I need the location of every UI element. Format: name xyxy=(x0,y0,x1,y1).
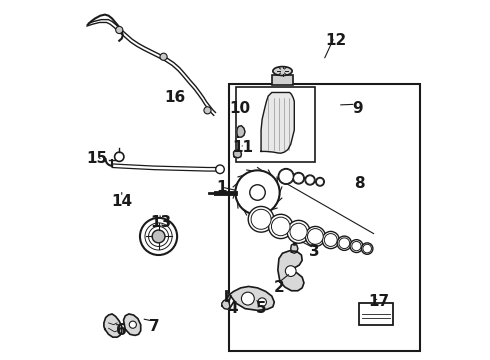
Circle shape xyxy=(279,169,293,184)
Circle shape xyxy=(324,234,337,247)
Polygon shape xyxy=(234,150,242,158)
Circle shape xyxy=(350,240,363,252)
Circle shape xyxy=(148,226,169,247)
Circle shape xyxy=(115,152,124,161)
Polygon shape xyxy=(104,314,122,337)
Circle shape xyxy=(293,172,304,184)
Circle shape xyxy=(116,26,123,33)
Circle shape xyxy=(290,223,307,240)
Text: 11: 11 xyxy=(233,140,254,156)
Text: 13: 13 xyxy=(150,215,172,230)
Circle shape xyxy=(250,185,265,200)
Circle shape xyxy=(216,165,224,174)
Circle shape xyxy=(145,223,172,250)
Circle shape xyxy=(363,244,371,253)
Circle shape xyxy=(306,176,314,184)
Circle shape xyxy=(248,206,274,232)
Polygon shape xyxy=(222,300,230,309)
Text: 1: 1 xyxy=(217,180,227,195)
Circle shape xyxy=(305,175,315,185)
Circle shape xyxy=(269,214,293,239)
Circle shape xyxy=(152,230,165,243)
Circle shape xyxy=(316,177,324,186)
Polygon shape xyxy=(261,93,294,153)
Text: 16: 16 xyxy=(165,90,186,105)
Polygon shape xyxy=(278,251,304,291)
Text: 12: 12 xyxy=(325,33,347,48)
Polygon shape xyxy=(291,244,298,253)
Polygon shape xyxy=(237,126,245,137)
Circle shape xyxy=(305,226,325,247)
Circle shape xyxy=(258,298,267,306)
Text: 4: 4 xyxy=(227,301,238,316)
Circle shape xyxy=(322,231,339,249)
Text: 15: 15 xyxy=(86,151,107,166)
Text: 14: 14 xyxy=(111,194,132,209)
Circle shape xyxy=(129,321,136,328)
Circle shape xyxy=(278,168,294,184)
Text: 2: 2 xyxy=(273,280,284,295)
Text: 17: 17 xyxy=(368,294,390,309)
Circle shape xyxy=(204,107,211,114)
Circle shape xyxy=(362,243,373,254)
Text: 9: 9 xyxy=(352,101,363,116)
Text: 6: 6 xyxy=(117,323,127,338)
Circle shape xyxy=(317,178,323,185)
Text: 7: 7 xyxy=(148,319,159,334)
Bar xyxy=(236,87,315,162)
Text: 3: 3 xyxy=(309,244,320,259)
Circle shape xyxy=(140,218,177,255)
Circle shape xyxy=(339,238,350,249)
Circle shape xyxy=(352,242,361,251)
Ellipse shape xyxy=(273,67,292,76)
Circle shape xyxy=(242,292,254,305)
Bar xyxy=(229,84,420,351)
Circle shape xyxy=(308,229,323,244)
Bar xyxy=(272,75,293,85)
Text: 8: 8 xyxy=(354,176,365,191)
Circle shape xyxy=(251,209,271,229)
Text: 10: 10 xyxy=(229,101,250,116)
Bar xyxy=(359,303,393,325)
Text: 5: 5 xyxy=(256,301,267,316)
Circle shape xyxy=(271,217,290,236)
Circle shape xyxy=(287,220,310,243)
Polygon shape xyxy=(123,314,141,336)
Polygon shape xyxy=(227,287,274,310)
Circle shape xyxy=(294,173,304,183)
Circle shape xyxy=(285,266,296,276)
Circle shape xyxy=(235,170,280,215)
Circle shape xyxy=(337,236,351,250)
Circle shape xyxy=(160,53,167,60)
